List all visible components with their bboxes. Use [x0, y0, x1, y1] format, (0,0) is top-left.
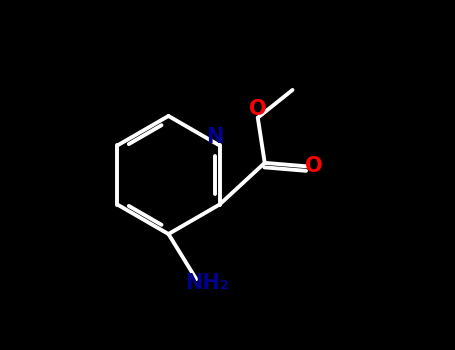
Text: N: N [206, 127, 223, 147]
Text: O: O [305, 156, 323, 176]
Text: NH₂: NH₂ [185, 273, 228, 293]
Text: O: O [249, 99, 267, 119]
